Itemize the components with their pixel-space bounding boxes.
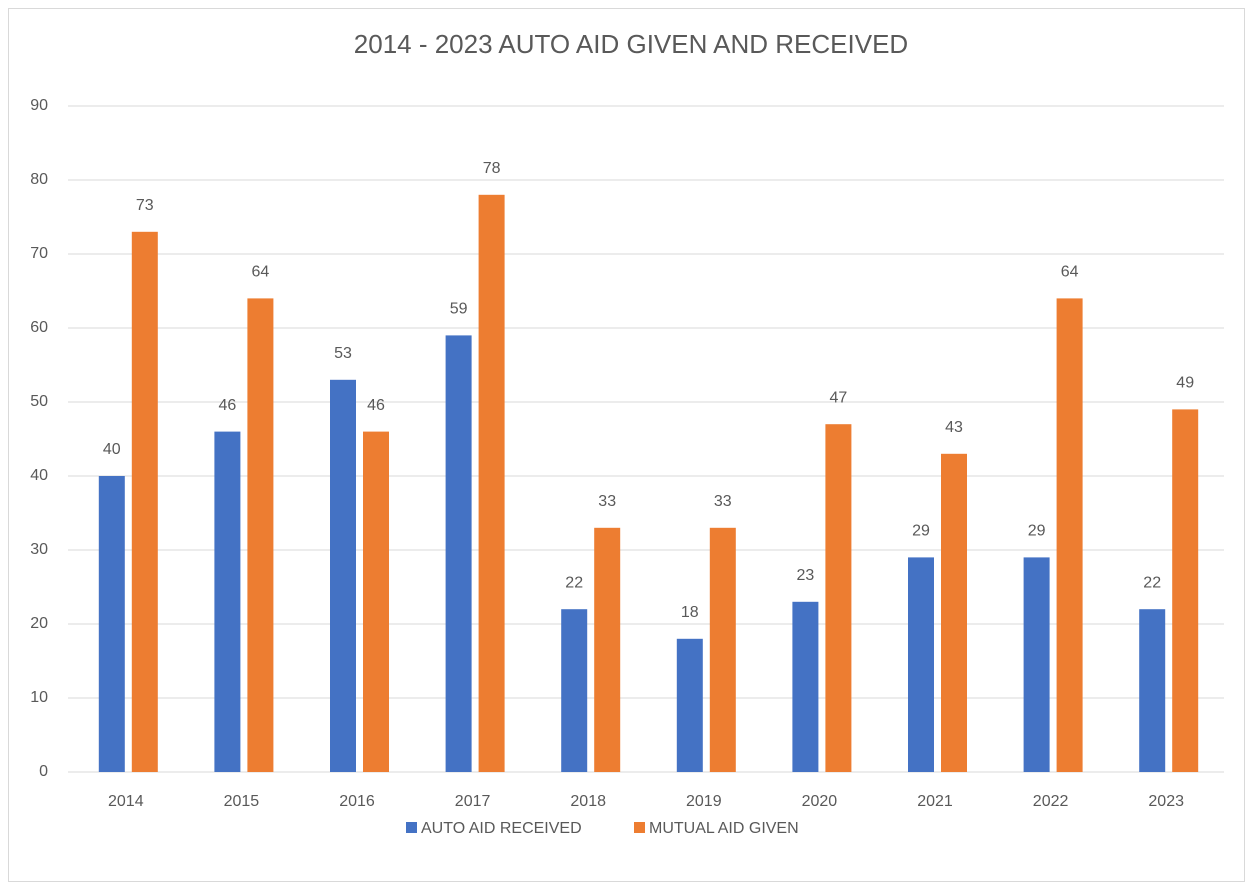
x-tick-label: 2021: [917, 793, 953, 810]
x-tick-label: 2020: [802, 793, 838, 810]
y-tick-label: 90: [30, 97, 48, 114]
legend-label: MUTUAL AID GIVEN: [649, 820, 799, 837]
data-label: 43: [945, 419, 963, 436]
data-label: 73: [136, 197, 154, 214]
x-tick-label: 2016: [339, 793, 375, 810]
legend-label: AUTO AID RECEIVED: [421, 820, 582, 837]
bar: [941, 453, 967, 772]
data-label: 46: [219, 397, 237, 414]
data-label: 29: [912, 523, 930, 540]
bar: [561, 609, 588, 772]
data-label: 29: [1028, 523, 1046, 540]
bar: [363, 431, 389, 772]
bar: [908, 557, 934, 772]
x-tick-label: 2018: [570, 793, 606, 810]
data-label: 22: [565, 574, 583, 591]
bar: [1172, 409, 1199, 772]
bar: [1023, 557, 1050, 772]
data-label: 53: [334, 345, 352, 362]
y-tick-label: 20: [30, 615, 48, 632]
y-tick-label: 50: [30, 393, 48, 410]
bar: [1056, 298, 1083, 772]
y-tick-label: 80: [30, 171, 48, 188]
x-tick-label: 2022: [1033, 793, 1069, 810]
data-label: 49: [1176, 375, 1194, 392]
bar: [709, 527, 736, 772]
bar: [594, 527, 621, 772]
y-tick-label: 60: [30, 319, 48, 336]
bar: [247, 298, 274, 772]
bar: [131, 231, 158, 773]
x-tick-label: 2014: [108, 793, 144, 810]
legend-swatch: [406, 822, 417, 833]
y-tick-label: 70: [30, 245, 48, 262]
legend-swatch: [634, 822, 645, 833]
y-tick-label: 0: [39, 763, 48, 780]
data-label: 64: [1061, 264, 1079, 281]
y-tick-label: 40: [30, 467, 48, 484]
data-label: 46: [367, 397, 385, 414]
data-label: 78: [483, 160, 501, 177]
data-label: 33: [714, 493, 732, 510]
x-tick-label: 2023: [1148, 793, 1184, 810]
data-label: 22: [1143, 574, 1161, 591]
bar: [445, 335, 472, 772]
data-label: 33: [598, 493, 616, 510]
y-tick-label: 30: [30, 541, 48, 558]
bar: [98, 476, 125, 772]
x-tick-label: 2017: [455, 793, 491, 810]
data-label: 23: [797, 567, 815, 584]
x-tick-label: 2015: [224, 793, 260, 810]
data-label: 18: [681, 604, 699, 621]
data-label: 40: [103, 441, 121, 458]
bar: [676, 638, 703, 772]
y-tick-label: 10: [30, 689, 48, 706]
bar: [478, 194, 505, 773]
data-label: 59: [450, 301, 468, 318]
chart-title: 2014 - 2023 AUTO AID GIVEN AND RECEIVED: [354, 29, 908, 59]
bar: [330, 379, 356, 772]
x-tick-label: 2019: [686, 793, 722, 810]
bar: [825, 424, 852, 772]
bar: [1139, 609, 1166, 772]
bar: [214, 431, 241, 772]
data-label: 47: [830, 389, 848, 406]
bar: [792, 601, 819, 772]
data-label: 64: [252, 264, 270, 281]
